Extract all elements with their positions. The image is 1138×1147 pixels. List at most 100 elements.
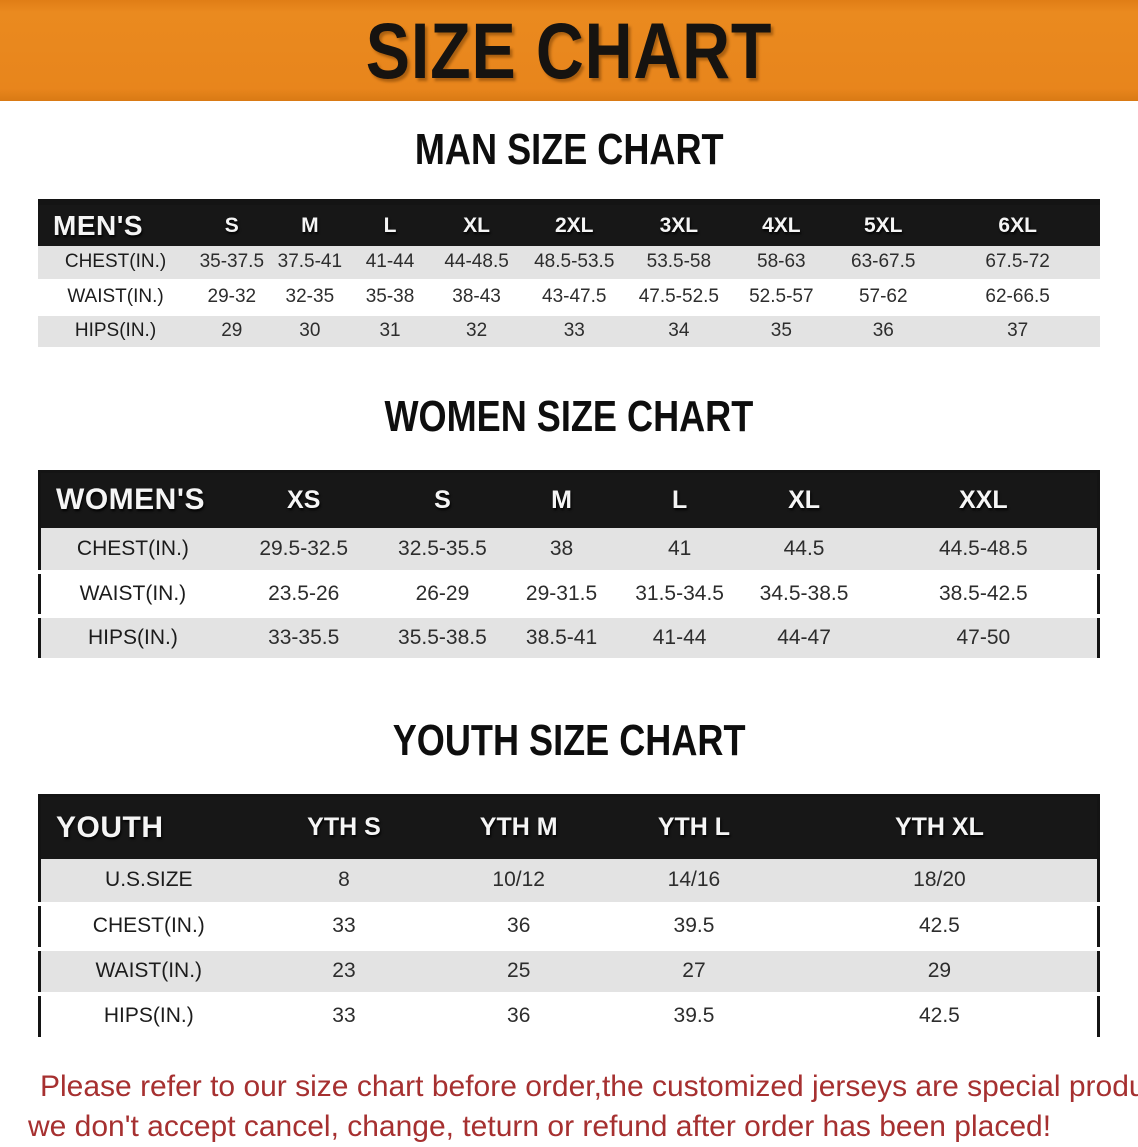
- size-value-cell: 26-29: [382, 572, 503, 618]
- size-value-cell: 39.5: [606, 993, 782, 1041]
- row-label-cell: U.S.SIZE: [39, 858, 257, 906]
- size-value-cell: 29: [193, 314, 271, 350]
- size-value-cell: 25: [431, 948, 607, 996]
- size-value-cell: 33: [256, 993, 432, 1041]
- size-value-cell: 8: [256, 858, 432, 906]
- size-value-cell: 14/16: [606, 858, 782, 906]
- row-label-cell: HIPS(IN.): [38, 314, 194, 350]
- size-value-cell: 43-47.5: [522, 280, 627, 316]
- size-value-cell: 52.5-57: [731, 280, 832, 316]
- size-column-header: 2XL: [522, 201, 627, 246]
- size-value-cell: 35.5-38.5: [382, 616, 503, 662]
- table-row: CHEST(IN.) 29.5-32.5 32.5-35.5 38 41 44.5 44.5…: [39, 528, 1099, 574]
- size-column-header: XXL: [869, 471, 1099, 528]
- size-value-cell: 29.5-32.5: [224, 528, 383, 574]
- size-column-header: YTH M: [431, 795, 607, 859]
- table-row: HIPS(IN.) 33 36 39.5 42.5: [39, 993, 1099, 1041]
- youth-section-heading: YOUTH SIZE CHART: [0, 662, 1138, 794]
- size-value-cell: 42.5: [781, 993, 1099, 1041]
- size-value-cell: 29: [781, 948, 1099, 996]
- row-label-cell: CHEST(IN.): [39, 528, 225, 574]
- table-row: WAIST(IN.) 29-32 32-35 35-38 38-43 43-47.5 47.…: [38, 280, 1100, 316]
- table-row: WAIST(IN.) 23 25 27 29: [39, 948, 1099, 996]
- size-value-cell: 23.5-26: [224, 572, 383, 618]
- size-value-cell: 53.5-58: [626, 246, 732, 282]
- size-value-cell: 44-47: [738, 616, 870, 662]
- size-column-header: 5XL: [831, 201, 936, 246]
- size-value-cell: 48.5-53.5: [522, 246, 627, 282]
- size-column-header: XS: [224, 471, 383, 528]
- size-value-cell: 36: [431, 903, 607, 951]
- section-women: WOMEN SIZE CHART WOMEN'S XS S M L XL XXL CHEST(…: [0, 350, 1138, 662]
- women-section-heading-text: WOMEN SIZE CHART: [384, 391, 754, 441]
- size-value-cell: 33: [522, 314, 627, 350]
- size-column-header: XL: [430, 201, 523, 246]
- size-value-cell: 44.5: [738, 528, 870, 574]
- size-value-cell: 42.5: [781, 903, 1099, 951]
- men-section-heading-text: MAN SIZE CHART: [414, 125, 724, 174]
- footer-note-line1: Please refer to our size chart before or…: [40, 1069, 1138, 1103]
- size-value-cell: 31: [349, 314, 431, 350]
- section-men: MAN SIZE CHART MEN'S S M L XL 2XL 3XL 4XL 5XL 6XL…: [0, 101, 1138, 350]
- size-value-cell: 37: [935, 314, 1100, 350]
- table-row: CHEST(IN.) 33 36 39.5 42.5: [39, 903, 1099, 951]
- size-value-cell: 29-31.5: [502, 572, 621, 618]
- table-corner-label: WOMEN'S: [39, 471, 225, 528]
- size-value-cell: 36: [831, 314, 936, 350]
- size-value-cell: 33: [256, 903, 432, 951]
- size-value-cell: 41: [620, 528, 739, 574]
- size-value-cell: 34.5-38.5: [738, 572, 870, 618]
- size-value-cell: 41-44: [620, 616, 739, 662]
- row-label-cell: WAIST(IN.): [39, 572, 225, 618]
- size-column-header: XL: [738, 471, 870, 528]
- footer-note: Please refer to our size chart before or…: [0, 1067, 1138, 1147]
- row-label-cell: CHEST(IN.): [39, 903, 257, 951]
- size-value-cell: 32: [430, 314, 523, 350]
- size-value-cell: 38-43: [430, 280, 523, 316]
- size-value-cell: 62-66.5: [935, 280, 1100, 316]
- size-value-cell: 35: [731, 314, 832, 350]
- size-column-header: YTH L: [606, 795, 782, 859]
- size-value-cell: 67.5-72: [935, 246, 1100, 282]
- size-value-cell: 18/20: [781, 858, 1099, 906]
- size-value-cell: 44-48.5: [430, 246, 523, 282]
- size-value-cell: 35-38: [349, 280, 431, 316]
- men-section-heading: MAN SIZE CHART: [0, 101, 1138, 199]
- size-value-cell: 38.5-42.5: [869, 572, 1099, 618]
- table-corner-label: MEN'S: [38, 201, 194, 246]
- size-value-cell: 23: [256, 948, 432, 996]
- size-value-cell: 47.5-52.5: [626, 280, 732, 316]
- banner-title: SIZE CHART: [365, 5, 773, 95]
- banner: SIZE CHART: [0, 0, 1138, 101]
- size-column-header: S: [382, 471, 503, 528]
- youth-section-heading-text: YOUTH SIZE CHART: [392, 716, 746, 765]
- row-label-cell: HIPS(IN.): [39, 993, 257, 1041]
- size-value-cell: 41-44: [349, 246, 431, 282]
- size-column-header: 6XL: [935, 201, 1100, 246]
- size-column-header: 3XL: [626, 201, 732, 246]
- table-row: WAIST(IN.) 23.5-26 26-29 29-31.5 31.5-34.5 34…: [39, 572, 1099, 618]
- size-column-header: S: [193, 201, 271, 246]
- size-value-cell: 36: [431, 993, 607, 1041]
- size-column-header: YTH XL: [781, 795, 1099, 859]
- women-section-heading: WOMEN SIZE CHART: [0, 350, 1138, 470]
- table-row: HIPS(IN.) 29 30 31 32 33 34 35 36 37: [38, 314, 1100, 350]
- youth-size-table: YOUTH YTH S YTH M YTH L YTH XL U.S.SIZE 8 10/12…: [38, 794, 1100, 1041]
- size-value-cell: 58-63: [731, 246, 832, 282]
- size-value-cell: 37.5-41: [270, 246, 350, 282]
- size-column-header: 4XL: [731, 201, 832, 246]
- row-label-cell: WAIST(IN.): [39, 948, 257, 996]
- size-value-cell: 32-35: [270, 280, 350, 316]
- women-size-table: WOMEN'S XS S M L XL XXL CHEST(IN.) 29.5-32.5 32.5…: [38, 469, 1100, 662]
- table-header-row: WOMEN'S XS S M L XL XXL: [39, 471, 1099, 528]
- table-header-row: MEN'S S M L XL 2XL 3XL 4XL 5XL 6XL: [38, 201, 1100, 246]
- size-value-cell: 27: [606, 948, 782, 996]
- size-value-cell: 35-37.5: [193, 246, 271, 282]
- table-header-row: YOUTH YTH S YTH M YTH L YTH XL: [39, 795, 1099, 859]
- size-column-header: YTH S: [256, 795, 432, 859]
- size-value-cell: 10/12: [431, 858, 607, 906]
- size-value-cell: 32.5-35.5: [382, 528, 503, 574]
- men-size-table: MEN'S S M L XL 2XL 3XL 4XL 5XL 6XL CHEST(IN.) 35-37…: [38, 199, 1100, 350]
- size-value-cell: 38.5-41: [502, 616, 621, 662]
